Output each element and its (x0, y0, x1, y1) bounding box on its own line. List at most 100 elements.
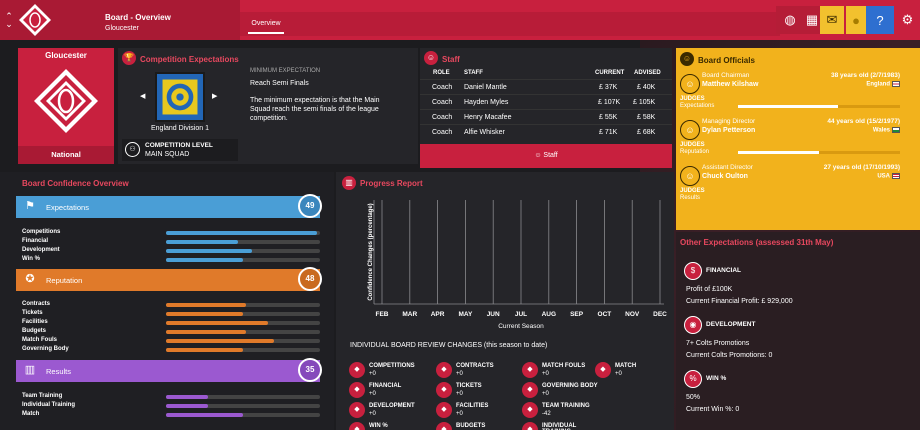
competition-level-label: COMPETITION LEVEL (145, 142, 213, 149)
official-card[interactable]: ☺ Managing Director Dylan Petterson 44 y… (678, 118, 900, 164)
expectation-target: 50% (686, 394, 701, 401)
x-tick-label: NOV (625, 311, 640, 318)
item-label: Individual Training (22, 402, 76, 408)
table-row[interactable]: Coach Alfie Whisker £ 71K £ 68K (420, 124, 672, 139)
breadcrumb: Board - Overview (105, 13, 171, 22)
official-card[interactable]: ☺ Board Chairman Matthew Kilshaw 38 year… (678, 72, 900, 118)
other-expectations-panel (676, 232, 920, 430)
official-card[interactable]: ☺ Assistant Director Chuck Oulton 27 yea… (678, 164, 900, 210)
official-role: Managing Director (702, 118, 756, 125)
review-change-item: ◆ CONTRACTS +0 (436, 362, 516, 380)
item-bar (166, 258, 320, 262)
judges-bar-fill (738, 151, 819, 154)
help-icon[interactable]: ? (866, 6, 894, 34)
official-name[interactable]: Chuck Oulton (702, 173, 748, 180)
review-label: MATCH FOULS (542, 363, 586, 369)
wales-flag-icon (892, 127, 900, 133)
review-change-item: ◆ INDIVIDUAL TRAINING (522, 422, 602, 430)
tab-bar (240, 12, 780, 36)
official-name[interactable]: Matthew Kilshaw (702, 81, 759, 88)
review-icon: ◆ (522, 362, 538, 378)
confidence-band-reputation[interactable]: ✪ Reputation 48 (16, 267, 322, 291)
review-label: WIN % (369, 423, 388, 429)
judges-label: JUDGES (680, 96, 705, 102)
staff-button[interactable]: ☺ Staff (420, 144, 672, 168)
x-tick-label: AUG (542, 311, 556, 318)
competition-name: England Division 1 (151, 125, 209, 132)
staff-current: £ 71K (599, 129, 618, 136)
item-bar (166, 339, 320, 343)
table-row[interactable]: Coach Hayden Myles £ 107K £ 105K (420, 94, 672, 109)
staff-name[interactable]: Daniel Mantle (464, 84, 507, 91)
staff-current: £ 37K (599, 84, 618, 91)
expectation-target: Profit of £100K (686, 286, 733, 293)
confidence-item: Match Fouls (22, 337, 322, 346)
item-bar-fill (166, 404, 208, 408)
review-change-item: ◆ MATCH FOULS +0 (522, 362, 602, 380)
official-age: 44 years old (15/2/1977) (827, 118, 900, 125)
min-expectation-description: The minimum expectation is that the Main… (250, 97, 380, 122)
item-label: Development (22, 247, 60, 253)
inbox-icon[interactable]: ✉ (820, 6, 844, 34)
chart-icon: ▥ (24, 364, 36, 376)
official-nation: Wales (873, 127, 900, 134)
prev-arrow-icon[interactable]: ◀ (140, 93, 146, 100)
band-label: Results (46, 367, 72, 376)
review-icon: ◆ (349, 362, 365, 378)
item-bar-fill (166, 258, 243, 262)
review-icon: ◆ (349, 402, 365, 418)
expectation-current: Current Colts Promotions: 0 (686, 352, 773, 359)
review-change-item: ◆ FINANCIAL +0 (349, 382, 429, 400)
club-logo-icon[interactable] (18, 3, 52, 37)
staff-name[interactable]: Henry Macafee (464, 114, 512, 121)
tab-overview[interactable]: Overview (248, 15, 284, 34)
item-label: Competitions (22, 229, 61, 235)
item-bar (166, 303, 320, 307)
club-name: Gloucester (45, 51, 87, 60)
other-expectations-title: Other Expectations (assessed 31th May) (680, 238, 834, 247)
review-label: MATCH (615, 363, 637, 369)
x-tick-label: OCT (598, 311, 612, 318)
review-icon: ◆ (522, 402, 538, 418)
confidence-band-results[interactable]: ▥ Results 35 (16, 358, 322, 382)
coin-icon[interactable]: ● (846, 6, 866, 34)
judges-label: JUDGES (680, 142, 705, 148)
chevron-updown-icon[interactable]: ⌃ ⌄ (5, 11, 13, 29)
official-name[interactable]: Dylan Petterson (702, 127, 756, 134)
item-bar-fill (166, 240, 239, 244)
item-label: Match Fouls (22, 337, 58, 343)
item-bar (166, 395, 320, 399)
review-change-item: ◆ MATCH +0 (595, 362, 675, 380)
review-label: TICKETS (456, 383, 482, 389)
review-change-item: ◆ BUDGETS (436, 422, 516, 430)
item-bar (166, 413, 320, 417)
review-icon: ◆ (436, 402, 452, 418)
staff-role: Coach (432, 84, 453, 91)
gear-icon[interactable]: ⚙ (895, 6, 920, 34)
confidence-band-expectations[interactable]: ⚑ Expectations 49 (16, 194, 322, 218)
money-icon: $ (684, 262, 702, 280)
review-change-item: ◆ WIN % (349, 422, 429, 430)
item-label: Contracts (22, 301, 51, 307)
item-label: Team Training (22, 393, 63, 399)
item-bar (166, 321, 320, 325)
staff-name[interactable]: Hayden Myles (464, 99, 509, 106)
item-label: Win % (22, 256, 40, 262)
item-label: Facilities (22, 319, 48, 325)
next-arrow-icon[interactable]: ▶ (212, 93, 218, 100)
confidence-item: Win % (22, 256, 322, 265)
staff-name[interactable]: Alfie Whisker (464, 129, 505, 136)
item-bar-fill (166, 348, 243, 352)
progress-report-panel (336, 172, 674, 430)
confidence-item: Tickets (22, 310, 322, 319)
staff-current: £ 55K (599, 114, 618, 121)
table-row[interactable]: Coach Henry Macafee £ 55K £ 58K (420, 109, 672, 124)
staff-advised: £ 105K (633, 99, 656, 106)
report-icon: ▥ (342, 176, 356, 190)
competition-title: Competition Expectations (140, 55, 239, 64)
x-tick-label: MAR (402, 311, 417, 318)
review-value: +0 (456, 411, 463, 417)
table-row[interactable]: Coach Daniel Mantle £ 37K £ 40K (420, 79, 672, 94)
review-change-item: ◆ DEVELOPMENT +0 (349, 402, 429, 420)
person-icon: ☺ (680, 74, 700, 94)
